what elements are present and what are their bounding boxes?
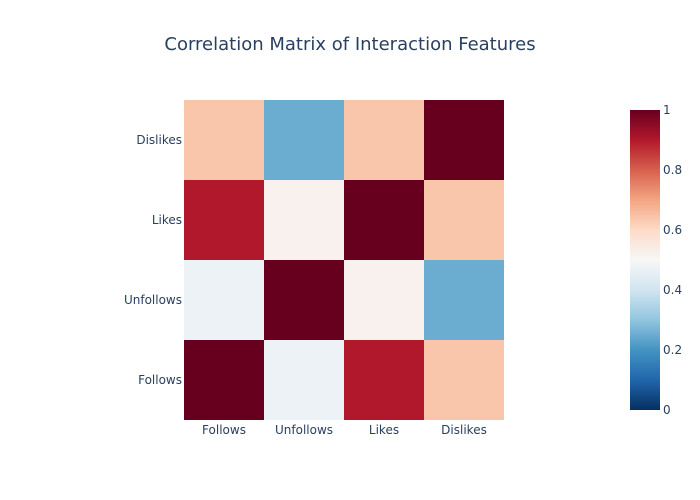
chart-title: Correlation Matrix of Interaction Featur… xyxy=(164,34,535,55)
heatmap-cell-likes-unfollows xyxy=(264,180,344,260)
heatmap-cell-likes-follows xyxy=(184,180,264,260)
colorbar-tick-label: 0.2 xyxy=(663,343,682,357)
y-tick-label: Unfollows xyxy=(124,293,182,307)
y-tick-label: Dislikes xyxy=(136,133,182,147)
heatmap-cell-follows-dislikes xyxy=(424,340,504,420)
heatmap-cell-dislikes-follows xyxy=(184,100,264,180)
x-tick-label: Follows xyxy=(202,423,246,437)
heatmap-cell-unfollows-unfollows xyxy=(264,260,344,340)
heatmap-cell-dislikes-unfollows xyxy=(264,100,344,180)
colorbar-tick-label: 0 xyxy=(663,403,671,417)
heatmap-cell-likes-likes xyxy=(344,180,424,260)
colorbar-tick-label: 0.4 xyxy=(663,283,682,297)
heatmap-cell-dislikes-dislikes xyxy=(424,100,504,180)
x-tick-label: Likes xyxy=(369,423,399,437)
heatmap-cell-dislikes-likes xyxy=(344,100,424,180)
heatmap-cell-follows-follows xyxy=(184,340,264,420)
colorbar-gradient xyxy=(630,110,660,410)
heatmap-cell-follows-unfollows xyxy=(264,340,344,420)
y-axis-ticks: Follows Unfollows Likes Dislikes xyxy=(124,133,182,387)
colorbar-tick-label: 1 xyxy=(663,103,671,117)
colorbar-tick-label: 0.8 xyxy=(663,163,682,177)
heatmap-cell-unfollows-likes xyxy=(344,260,424,340)
colorbar-tick-label: 0.6 xyxy=(663,223,682,237)
x-axis-ticks: Follows Unfollows Likes Dislikes xyxy=(202,423,487,437)
heatmap-cell-unfollows-follows xyxy=(184,260,264,340)
heatmap-cell-unfollows-dislikes xyxy=(424,260,504,340)
x-tick-label: Dislikes xyxy=(441,423,487,437)
heatmap-cell-follows-likes xyxy=(344,340,424,420)
x-tick-label: Unfollows xyxy=(275,423,333,437)
colorbar: 0 0.2 0.4 0.6 0.8 1 xyxy=(630,103,682,417)
y-tick-label: Likes xyxy=(152,213,182,227)
colorbar-ticks: 0 0.2 0.4 0.6 0.8 1 xyxy=(663,103,682,417)
heatmap-cell-likes-dislikes xyxy=(424,180,504,260)
heatmap-cells xyxy=(184,100,504,420)
y-tick-label: Follows xyxy=(138,373,182,387)
